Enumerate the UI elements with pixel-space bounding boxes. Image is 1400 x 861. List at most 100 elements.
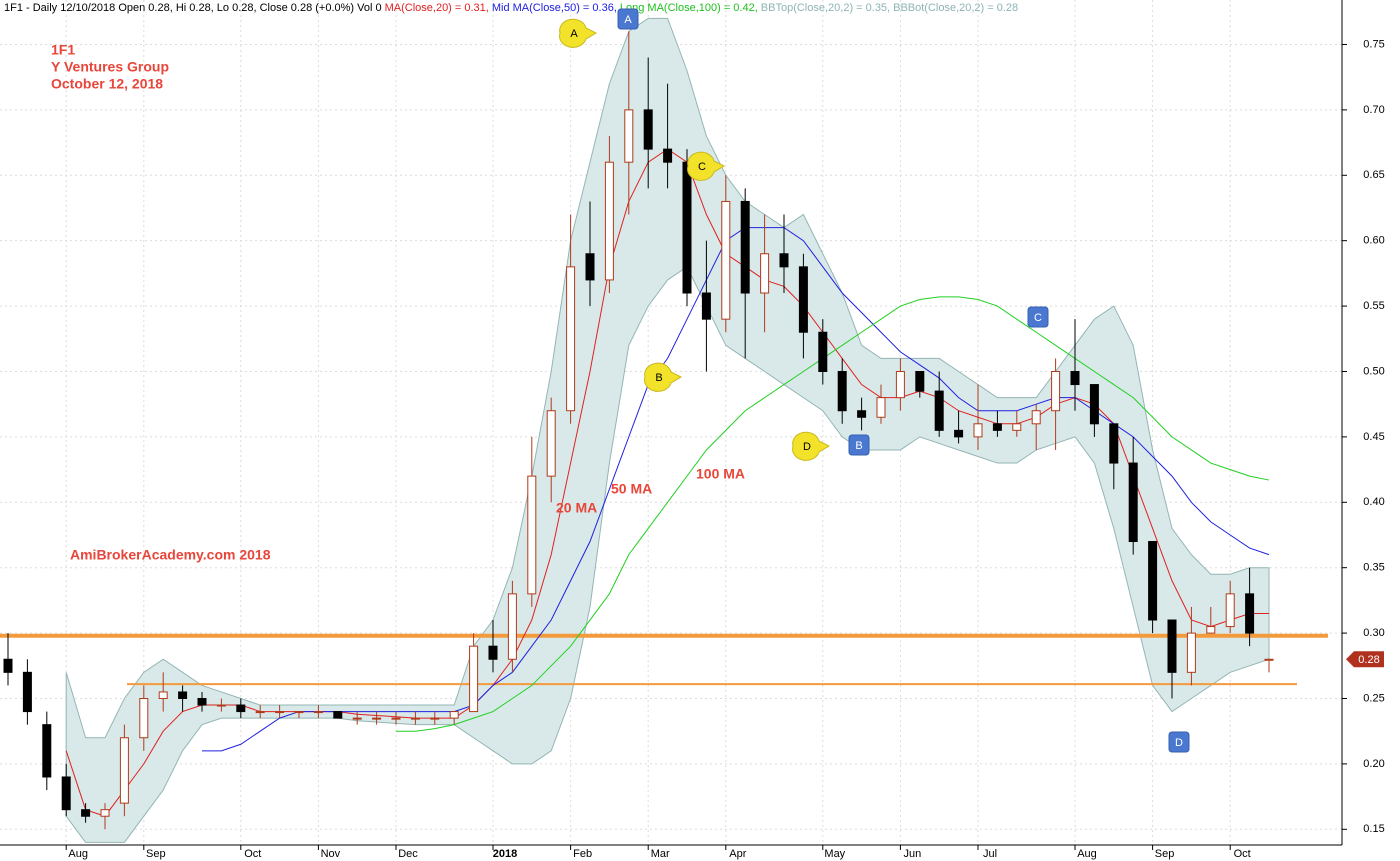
candle-body bbox=[701, 292, 711, 320]
y-tick-label: 0.20 bbox=[1363, 758, 1384, 770]
candle-body bbox=[973, 423, 983, 438]
candle-body bbox=[779, 253, 789, 268]
candle-body bbox=[876, 397, 886, 418]
marker-label: A bbox=[624, 14, 632, 26]
candle-body bbox=[760, 253, 770, 294]
candle-body bbox=[236, 704, 246, 713]
candle-body bbox=[857, 410, 867, 418]
header-part: MA(Close,20) = 0.31, bbox=[385, 2, 489, 14]
ma-label: 100 MA bbox=[696, 466, 745, 482]
candle-body bbox=[1012, 423, 1022, 431]
candle-body bbox=[22, 671, 32, 713]
candle-body bbox=[333, 711, 343, 719]
candle-body bbox=[585, 253, 595, 281]
candle-body bbox=[469, 645, 479, 713]
candle-body bbox=[275, 711, 285, 714]
candle-body bbox=[313, 711, 323, 714]
candle-body bbox=[1264, 658, 1274, 661]
candle-body bbox=[3, 658, 13, 673]
x-tick-label: Sep bbox=[146, 848, 166, 860]
x-tick-label: Oct bbox=[244, 848, 261, 860]
last-price-tag bbox=[1346, 651, 1384, 668]
candle-body bbox=[1109, 423, 1119, 464]
y-tick-label: 0.70 bbox=[1363, 104, 1384, 116]
candle-body bbox=[197, 697, 207, 706]
title-line: Y Ventures Group bbox=[51, 59, 169, 75]
candle-body bbox=[1051, 370, 1061, 412]
candle-body bbox=[255, 711, 265, 714]
y-tick-label: 0.45 bbox=[1363, 431, 1384, 443]
y-tick-label: 0.50 bbox=[1363, 365, 1384, 377]
x-tick-label: Sep bbox=[1155, 848, 1175, 860]
y-tick-label: 0.15 bbox=[1363, 823, 1384, 835]
marker-label: D bbox=[1175, 737, 1183, 749]
marker-shape bbox=[848, 434, 870, 456]
marker-shape bbox=[687, 151, 726, 181]
candle-body bbox=[42, 724, 52, 778]
candle-body bbox=[139, 697, 149, 739]
candle-body bbox=[1186, 632, 1196, 673]
y-tick-label: 0.75 bbox=[1363, 38, 1384, 50]
candle-body bbox=[61, 776, 71, 811]
x-tick-label: Jul bbox=[983, 848, 997, 860]
candle-body bbox=[1128, 462, 1138, 543]
candle-body bbox=[391, 717, 401, 720]
header-part: 1F1 - Daily 12/10/2018 Open 0.28, Hi 0.2… bbox=[4, 2, 382, 14]
candle-body bbox=[934, 390, 944, 431]
x-tick-label: Oct bbox=[1234, 848, 1251, 860]
header-part: BBTop(Close,20,2) = 0.35, bbox=[761, 2, 890, 14]
x-tick-label: Nov bbox=[321, 848, 341, 860]
candle-body bbox=[1245, 593, 1255, 634]
candle-body bbox=[818, 331, 828, 372]
candle-body bbox=[546, 410, 556, 477]
x-tick-label: Dec bbox=[398, 848, 418, 860]
candle-body bbox=[527, 475, 537, 595]
candle-body bbox=[1148, 541, 1158, 621]
candle-body bbox=[682, 161, 692, 294]
x-tick-label: Feb bbox=[573, 848, 592, 860]
marker-shape bbox=[792, 431, 831, 461]
y-tick-label: 0.30 bbox=[1363, 627, 1384, 639]
title-line: 1F1 bbox=[51, 42, 75, 58]
header: 1F1 - Daily 12/10/2018 Open 0.28, Hi 0.2… bbox=[4, 2, 1018, 14]
marker-shape bbox=[1168, 731, 1190, 753]
y-tick-label: 0.55 bbox=[1363, 300, 1384, 312]
ma-line bbox=[396, 296, 1270, 732]
marker-label: C bbox=[698, 161, 706, 173]
candle-body bbox=[352, 717, 362, 720]
x-tick-label: Jun bbox=[904, 848, 922, 860]
y-tick-label: 0.25 bbox=[1363, 692, 1384, 704]
candle-body bbox=[915, 370, 925, 392]
candle-body bbox=[643, 109, 653, 150]
candle-body bbox=[488, 645, 498, 660]
ma-label: 20 MA bbox=[556, 500, 597, 516]
ma-label: 50 MA bbox=[611, 481, 652, 497]
candle-body bbox=[100, 809, 110, 817]
marker-label: D bbox=[803, 441, 811, 453]
candle-body bbox=[566, 266, 576, 412]
x-tick-label: Mar bbox=[651, 848, 670, 860]
candle-body bbox=[178, 691, 188, 699]
header-part: Mid MA(Close,50) = 0.36, bbox=[492, 2, 617, 14]
candle-body bbox=[216, 704, 226, 707]
candle-body bbox=[1070, 370, 1080, 386]
marker-shape bbox=[1027, 306, 1049, 328]
y-tick-label: 0.35 bbox=[1363, 562, 1384, 574]
candle-body bbox=[507, 593, 517, 660]
marker-label: B bbox=[655, 372, 662, 384]
candle-body bbox=[624, 109, 634, 163]
candle-body bbox=[1089, 384, 1099, 425]
x-tick-label: Apr bbox=[729, 848, 746, 860]
last-price-label: 0.28 bbox=[1358, 654, 1379, 666]
marker-shape bbox=[617, 8, 639, 30]
y-tick-label: 0.65 bbox=[1363, 169, 1384, 181]
candle-body bbox=[81, 809, 91, 817]
candle-body bbox=[663, 148, 673, 163]
header-part: Long MA(Close,100) = 0.42, bbox=[620, 2, 758, 14]
marker-shape bbox=[559, 18, 598, 48]
x-tick-label: May bbox=[824, 848, 845, 860]
candle-body bbox=[798, 266, 808, 333]
candle-body bbox=[1167, 619, 1177, 673]
x-tick-label: Aug bbox=[68, 848, 88, 860]
